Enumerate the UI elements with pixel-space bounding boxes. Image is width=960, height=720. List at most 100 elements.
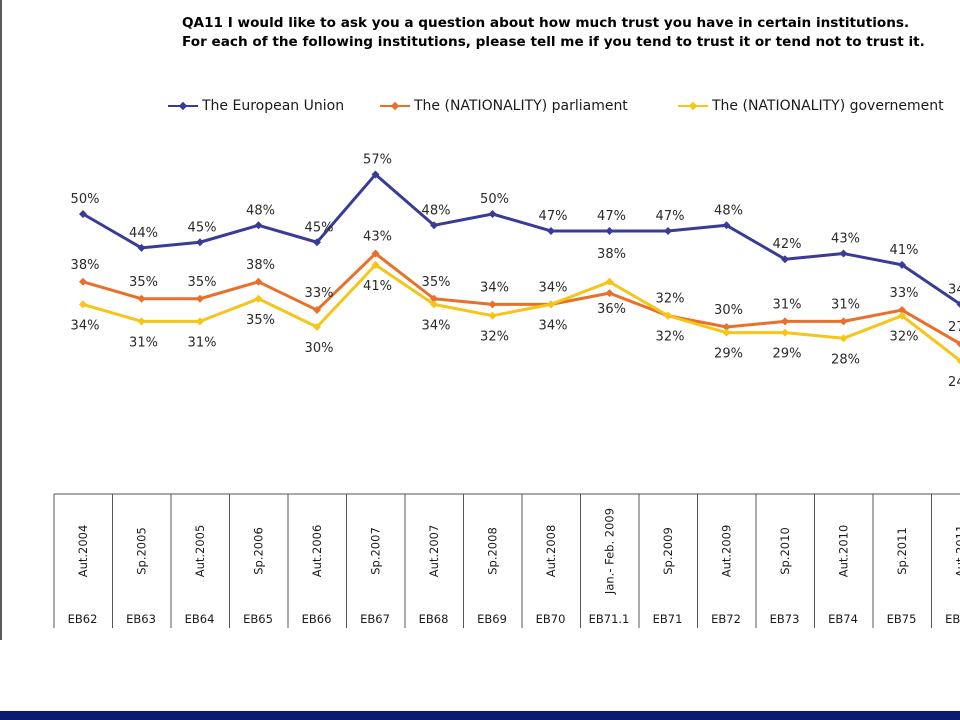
data-label-eu: 50% — [71, 192, 100, 207]
wave-label: EB66 — [302, 612, 332, 626]
data-point-government — [313, 323, 321, 331]
data-point-parliament — [839, 317, 848, 326]
data-label-parliament: 32% — [656, 292, 685, 307]
series-line-parliament — [81, 252, 960, 346]
data-label-government: 38% — [597, 247, 626, 262]
wave-label: EB68 — [419, 612, 449, 626]
data-label-government: 31% — [129, 335, 158, 350]
data-point-parliament — [605, 289, 614, 298]
data-point-eu — [956, 300, 960, 308]
data-label-parliament: 35% — [422, 275, 451, 290]
category-tick-label: Sp.2011 — [895, 527, 909, 575]
data-point-eu — [254, 221, 263, 230]
data-point-eu — [371, 170, 380, 179]
wave-label: EB75 — [887, 612, 917, 626]
wave-label: EB72 — [711, 612, 741, 626]
series-line-government — [81, 263, 960, 363]
data-label-government: 31% — [188, 335, 217, 350]
legend-marker-parliament — [380, 99, 410, 113]
data-label-parliament: 34% — [480, 280, 509, 295]
data-label-parliament: 33% — [305, 286, 334, 301]
data-point-government — [956, 357, 960, 365]
legend-label-government: The (NATIONALITY) governement — [712, 98, 944, 114]
wave-label: EB65 — [243, 612, 273, 626]
data-label-eu: 41% — [890, 243, 919, 258]
category-tick-label: Sp.2010 — [778, 527, 792, 575]
data-point-government — [430, 300, 438, 309]
data-point-eu — [722, 221, 731, 230]
data-point-eu — [898, 260, 906, 269]
page-left-border — [0, 0, 2, 640]
data-label-eu: 48% — [714, 203, 743, 218]
data-point-government — [137, 317, 146, 326]
data-point-government — [196, 317, 204, 326]
title-line-1: QA11 I would like to ask you a question … — [182, 15, 910, 31]
data-point-eu — [488, 210, 497, 218]
data-point-eu — [605, 226, 614, 235]
data-point-parliament — [196, 294, 204, 303]
data-point-parliament — [137, 294, 146, 303]
data-label-government: 34% — [422, 318, 451, 333]
legend-label-eu: The European Union — [202, 98, 345, 114]
category-tick-label: Aut.2010 — [837, 525, 851, 578]
data-label-government: 32% — [656, 330, 685, 345]
data-label-eu: 45% — [188, 220, 217, 235]
category-tick-label: Sp.2008 — [486, 527, 500, 575]
data-label-government: 29% — [714, 347, 743, 362]
legend-marker-eu — [168, 99, 198, 113]
category-tick-label: Aut.2005 — [193, 525, 207, 578]
data-label-eu: 47% — [539, 209, 568, 224]
legend-item-eu: The European Union — [168, 98, 344, 114]
data-point-parliament — [956, 340, 960, 348]
data-point-parliament — [898, 306, 906, 315]
category-tick-label: Sp.2007 — [369, 527, 383, 575]
wave-label: EB69 — [477, 612, 507, 626]
category-tick-label: Aut.2008 — [544, 525, 558, 578]
category-tick-label: Sp.2006 — [252, 527, 266, 575]
data-label-government: 28% — [831, 352, 860, 367]
data-label-eu: 44% — [129, 226, 158, 241]
data-label-eu: 34% — [948, 282, 960, 297]
data-label-parliament: 35% — [188, 275, 217, 290]
series-lines — [79, 170, 960, 365]
wave-label: EB64 — [185, 612, 215, 626]
data-point-eu — [839, 249, 848, 258]
category-tick-label: Aut.2011 — [954, 525, 960, 578]
data-point-government — [605, 277, 614, 286]
data-point-parliament — [430, 294, 438, 303]
data-point-government — [371, 260, 380, 269]
data-label-parliament: 31% — [831, 297, 860, 312]
category-tick-label: Jan.- Feb. 2009 — [603, 508, 617, 595]
data-point-government — [488, 311, 497, 320]
title-line-2: For each of the following institutions, … — [182, 34, 925, 50]
data-point-government — [722, 328, 731, 337]
data-label-parliament: 43% — [363, 230, 392, 245]
wave-label: EB74 — [828, 612, 858, 626]
category-tick-label: Sp.2005 — [135, 527, 149, 575]
category-tick-label: Aut.2004 — [76, 525, 90, 578]
data-label-government: 34% — [539, 318, 568, 333]
data-label-government: 30% — [305, 341, 334, 356]
data-label-government: 32% — [890, 330, 919, 345]
data-label-parliament: 27% — [948, 320, 960, 335]
data-label-parliament: 36% — [597, 302, 626, 317]
data-point-parliament — [488, 300, 497, 309]
wave-label: EB71 — [653, 612, 683, 626]
data-label-parliament: 38% — [246, 258, 275, 273]
data-point-parliament — [313, 306, 321, 315]
category-tick-label: Aut.2006 — [310, 525, 324, 578]
wave-label: EB67 — [360, 612, 390, 626]
data-label-eu: 47% — [597, 209, 626, 224]
data-label-government: 34% — [71, 318, 100, 333]
data-label-eu: 57% — [363, 152, 392, 167]
data-label-parliament: 30% — [714, 303, 743, 318]
data-point-parliament — [254, 277, 263, 286]
data-point-eu — [664, 226, 672, 235]
data-point-eu — [79, 210, 87, 218]
wave-label: EB76 — [945, 612, 960, 626]
data-point-government — [664, 311, 672, 320]
category-tick-label: Aut.2007 — [427, 525, 441, 578]
wave-label: EB63 — [126, 612, 156, 626]
data-point-eu — [781, 255, 789, 264]
legend-item-parliament: The (NATIONALITY) parliament — [380, 98, 628, 114]
